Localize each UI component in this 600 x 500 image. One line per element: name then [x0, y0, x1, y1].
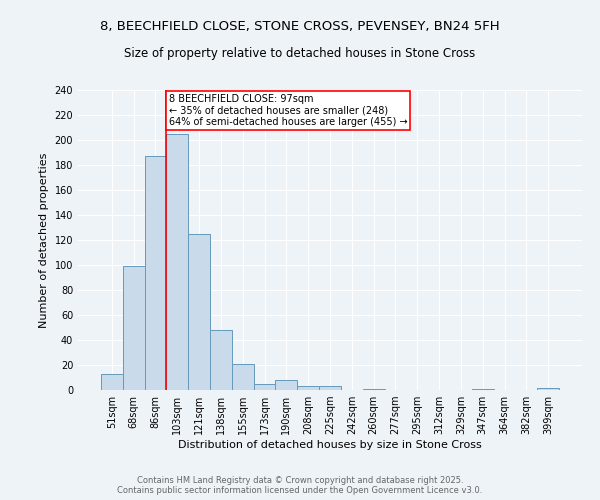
Bar [297, 386, 319, 390]
Text: 8, BEECHFIELD CLOSE, STONE CROSS, PEVENSEY, BN24 5FH: 8, BEECHFIELD CLOSE, STONE CROSS, PEVENS… [100, 20, 500, 33]
Bar [188, 234, 210, 390]
Bar [319, 386, 341, 390]
Text: Size of property relative to detached houses in Stone Cross: Size of property relative to detached ho… [124, 48, 476, 60]
Bar [145, 156, 166, 390]
Y-axis label: Number of detached properties: Number of detached properties [39, 152, 49, 328]
Bar [537, 388, 559, 390]
X-axis label: Distribution of detached houses by size in Stone Cross: Distribution of detached houses by size … [178, 440, 482, 450]
Bar [472, 389, 494, 390]
Text: 8 BEECHFIELD CLOSE: 97sqm
← 35% of detached houses are smaller (248)
64% of semi: 8 BEECHFIELD CLOSE: 97sqm ← 35% of detac… [169, 94, 407, 127]
Bar [363, 389, 385, 390]
Bar [210, 330, 232, 390]
Bar [232, 364, 254, 390]
Bar [275, 380, 297, 390]
Bar [101, 374, 123, 390]
Bar [166, 134, 188, 390]
Bar [123, 266, 145, 390]
Bar [254, 384, 275, 390]
Text: Contains HM Land Registry data © Crown copyright and database right 2025.
Contai: Contains HM Land Registry data © Crown c… [118, 476, 482, 495]
